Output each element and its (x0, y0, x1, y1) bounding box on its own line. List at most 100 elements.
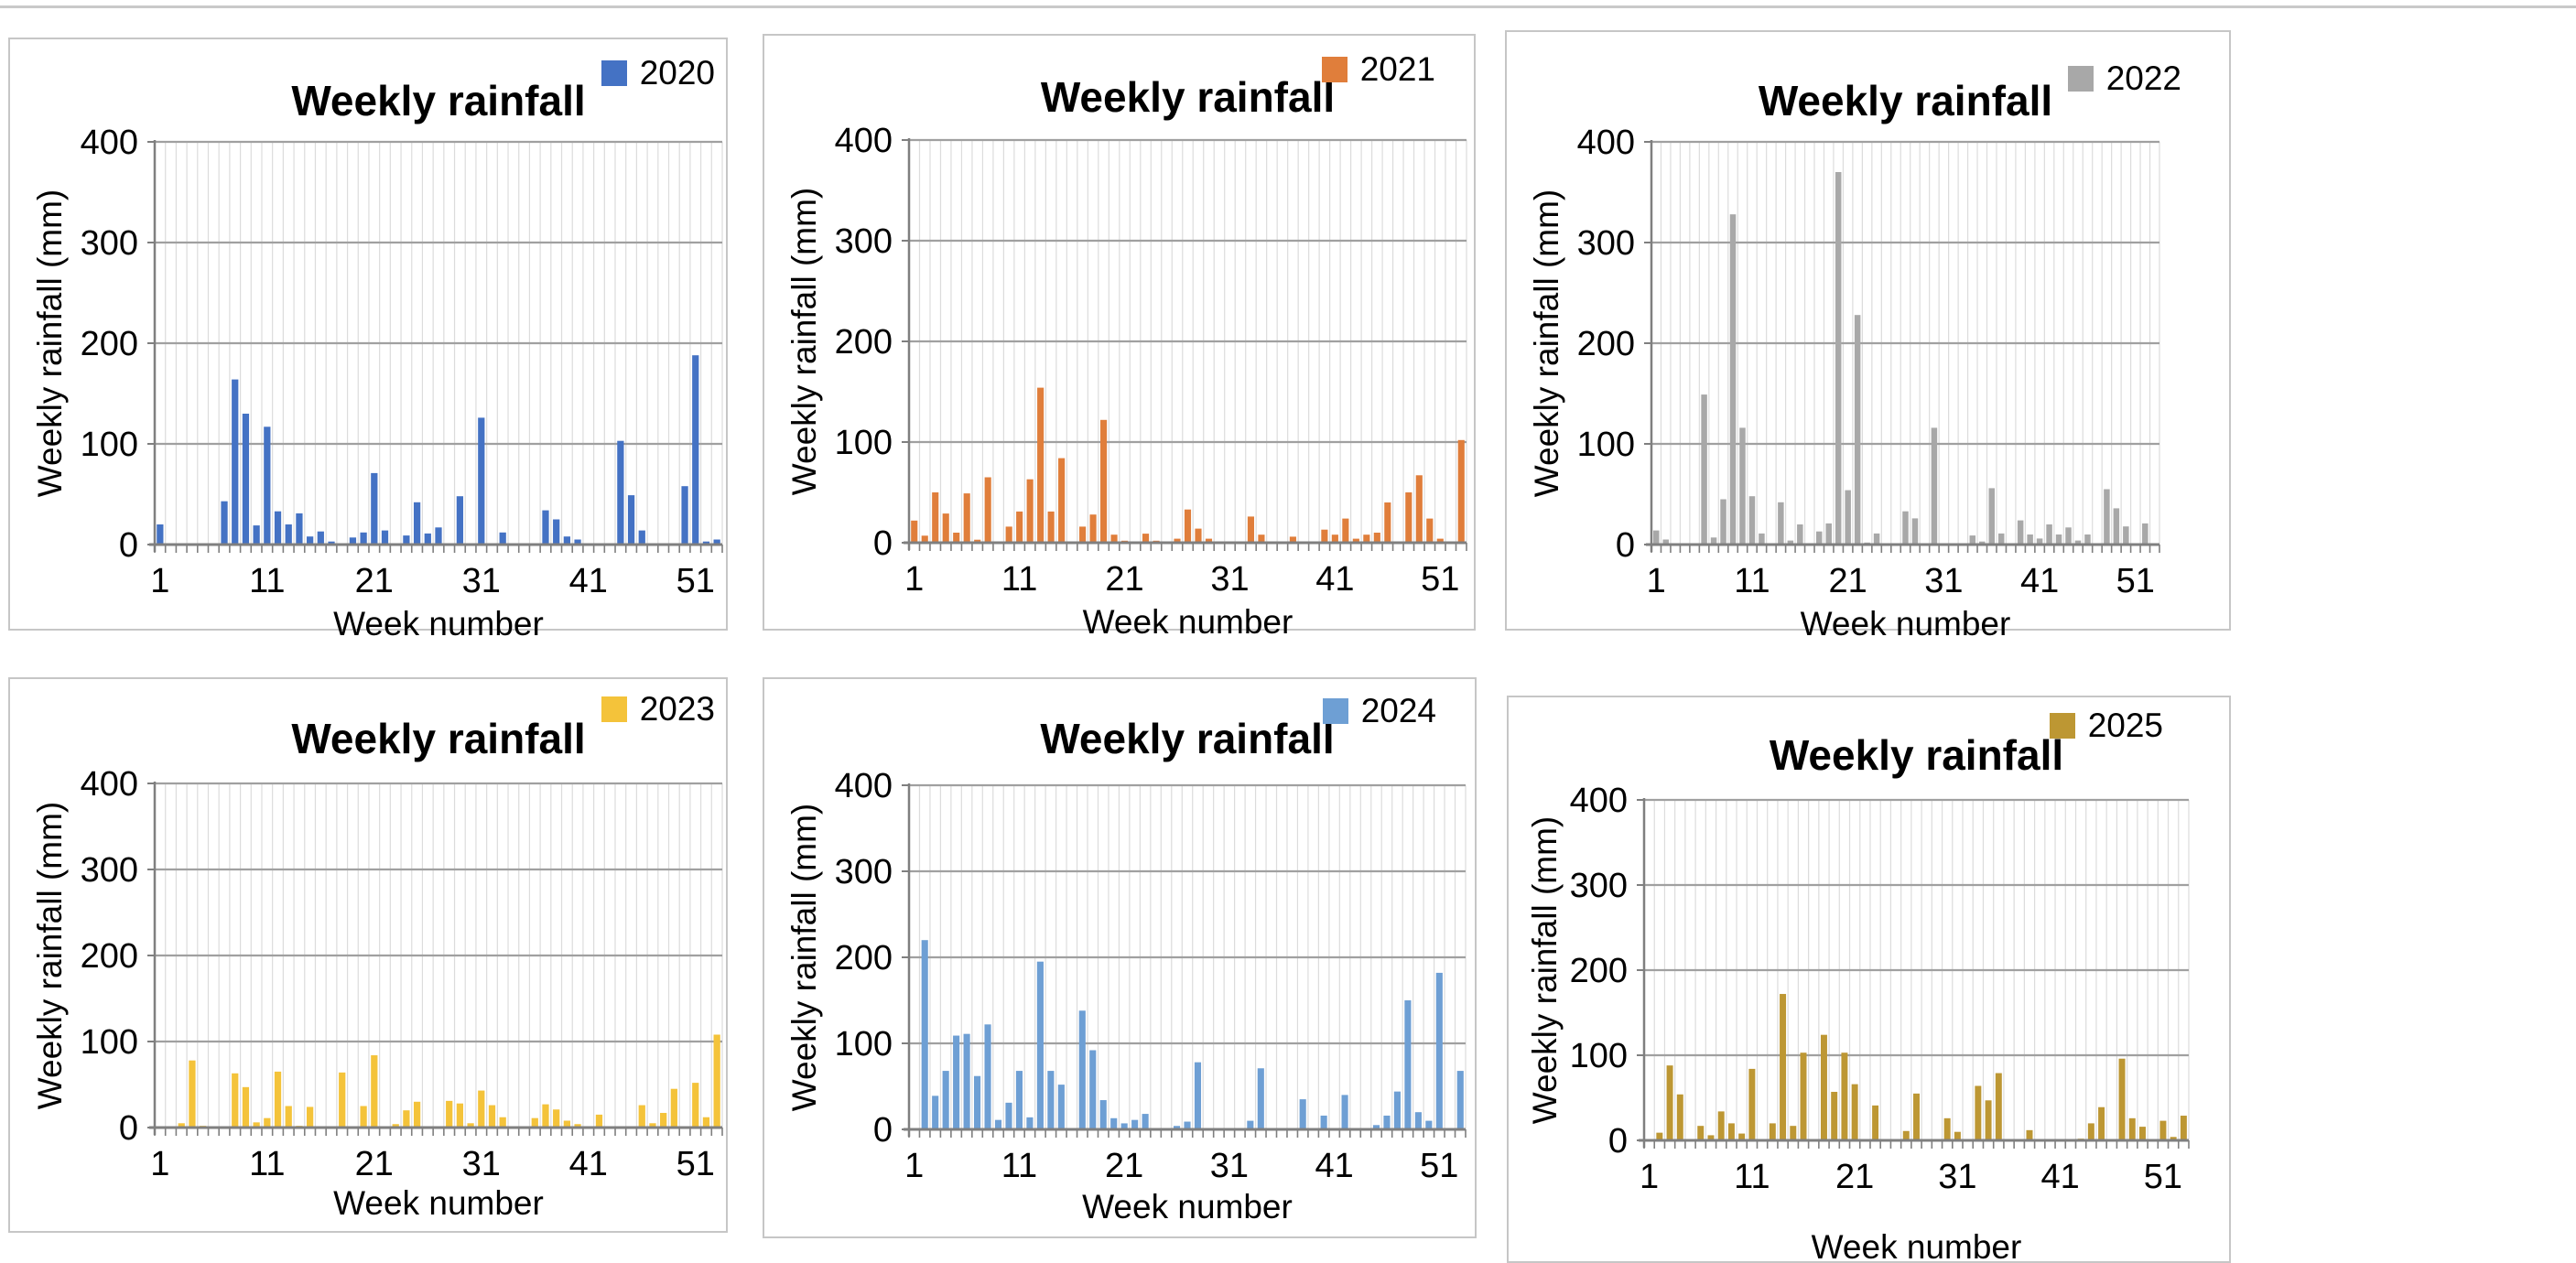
bar-week-45 (1372, 1125, 1380, 1129)
bar-week-14 (1780, 994, 1787, 1140)
x-tick-label: 11 (1001, 1147, 1037, 1185)
x-tick-label: 41 (1315, 1147, 1353, 1185)
bar-week-25 (413, 1101, 421, 1128)
x-tick-label: 51 (1421, 560, 1459, 599)
bar-week-13 (285, 524, 292, 545)
bar-week-7 (974, 539, 981, 543)
bar-week-10 (1005, 1102, 1012, 1129)
bar-week-53 (713, 1034, 720, 1128)
x-tick-label: 1 (1640, 1158, 1659, 1196)
bar-week-21 (371, 1055, 378, 1128)
y-tick-label: 400 (835, 122, 893, 160)
bar-week-27 (1913, 1093, 1920, 1140)
bar-week-9 (994, 1119, 1002, 1129)
bar-week-33 (1975, 1085, 1982, 1140)
bar-week-15 (1057, 1085, 1065, 1129)
bar-week-13 (1036, 961, 1044, 1129)
bar-week-19 (1099, 1100, 1107, 1129)
bar-week-5 (953, 533, 960, 543)
bar-week-45 (627, 495, 635, 545)
bar-week-8 (984, 1024, 991, 1129)
x-tick-label: 1 (150, 562, 169, 600)
bar-week-42 (2046, 524, 2052, 545)
bar-week-19 (349, 537, 357, 545)
x-axis-title: Week number (1811, 1228, 2022, 1263)
bar-week-11 (264, 1117, 271, 1128)
chart-title: Weekly rainfall (1769, 731, 2064, 779)
bar-week-34 (1257, 1068, 1264, 1129)
y-tick-label: 0 (1608, 1122, 1628, 1160)
bar-week-44 (1363, 534, 1370, 543)
bar-week-49 (1414, 1112, 1422, 1129)
bar-week-8 (1720, 499, 1726, 545)
bar-week-51 (692, 1083, 699, 1128)
x-tick-label: 31 (1924, 562, 1963, 600)
bar-week-48 (2104, 489, 2110, 545)
page-top-divider (0, 5, 2576, 8)
bar-week-18 (1089, 514, 1097, 543)
bar-week-19 (1831, 1091, 1838, 1140)
legend-year-label: 2025 (2087, 707, 2163, 744)
bar-week-49 (1415, 475, 1423, 543)
x-axis-title: Week number (1082, 603, 1293, 641)
bar-week-39 (563, 536, 571, 545)
bar-week-51 (692, 355, 699, 545)
y-tick-label: 200 (1570, 952, 1628, 990)
bar-week-1 (157, 524, 164, 545)
bar-week-41 (1331, 534, 1338, 543)
legend-color-swatch-icon (2049, 713, 2075, 739)
bar-week-22 (381, 530, 389, 545)
bar-week-48 (1404, 1000, 1412, 1129)
bar-week-33 (499, 532, 506, 545)
bar-week-51 (2159, 1120, 2167, 1140)
bar-week-37 (1289, 536, 1296, 543)
bar-week-18 (339, 1072, 346, 1128)
axes (1637, 798, 2190, 1149)
bar-week-4 (942, 513, 949, 543)
y-tick-label: 300 (81, 224, 138, 263)
x-axis-title: Week number (333, 605, 544, 642)
y-tick-label: 100 (81, 1023, 138, 1062)
bar-week-28 (1194, 1062, 1202, 1129)
rainfall-chart-panel-2023: Weekly rainfall 2023 Weekly rainfall (mm… (8, 677, 728, 1233)
bar-week-12 (1026, 1117, 1034, 1129)
bar-week-3 (1666, 1065, 1673, 1140)
bar-week-40 (574, 539, 581, 545)
bar-week-41 (2036, 538, 2043, 545)
bar-week-9 (1727, 1123, 1735, 1140)
bar-week-27 (1902, 511, 1909, 545)
bar-week-34 (1258, 534, 1265, 543)
bar-week-14 (1047, 511, 1055, 543)
legend-year-label: 2022 (2105, 59, 2181, 97)
bars-series-2021 (911, 387, 1465, 543)
x-axis-title: Week number (333, 1184, 544, 1222)
x-tick-label: 51 (676, 1145, 715, 1183)
bar-week-20 (360, 532, 367, 545)
bar-week-20 (1110, 1117, 1118, 1129)
bar-week-20 (1110, 534, 1118, 543)
legend-year-label: 2024 (1360, 692, 1436, 729)
bar-week-21 (1845, 490, 1851, 545)
bar-week-19 (1825, 523, 1832, 545)
bar-week-12 (274, 1071, 282, 1128)
y-tick-label: 200 (835, 323, 893, 362)
bar-week-48 (660, 1113, 667, 1128)
y-tick-label: 100 (1570, 1037, 1628, 1075)
y-tick-label: 200 (835, 939, 893, 977)
bar-week-1 (1652, 530, 1660, 545)
y-tick-label: 300 (81, 851, 138, 890)
y-tick-label: 400 (81, 765, 138, 804)
bars-series-2022 (1652, 172, 2148, 545)
bar-week-39 (2017, 520, 2024, 545)
bar-week-11 (1016, 511, 1023, 543)
x-tick-label: 41 (569, 1145, 608, 1183)
bar-week-53 (1457, 439, 1465, 543)
bar-week-13 (285, 1106, 292, 1128)
bar-week-40 (2027, 534, 2033, 545)
bar-week-49 (2139, 1127, 2146, 1140)
